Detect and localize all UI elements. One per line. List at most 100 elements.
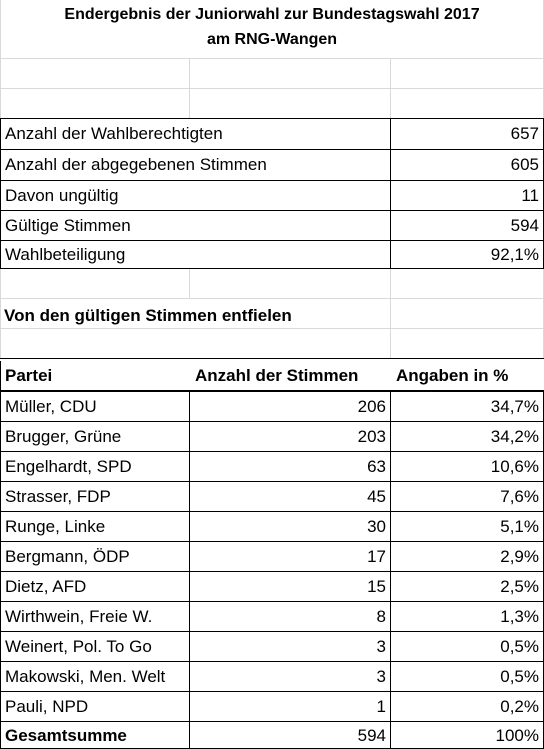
row-border <box>0 481 544 482</box>
summary-row: Wahlbeteiligung 92,1% <box>0 241 544 268</box>
row-border <box>0 571 544 572</box>
votes-cell: 3 <box>189 632 390 662</box>
summary-value: 594 <box>390 211 544 241</box>
table-total-row: Gesamtsumme 594 100% <box>0 722 544 749</box>
percent-cell: 7,6% <box>390 482 544 512</box>
votes-cell: 206 <box>189 392 390 422</box>
summary-value: 92,1% <box>390 241 544 268</box>
grid-line <box>0 58 544 59</box>
party-cell: Dietz, AFD <box>0 572 189 602</box>
votes-cell: 1 <box>189 692 390 722</box>
table-row: Strasser, FDP 45 7,6% <box>0 482 544 512</box>
column-header-votes: Anzahl der Stimmen <box>195 366 359 385</box>
grid-line <box>0 268 1 358</box>
votes-cell: 3 <box>189 662 390 692</box>
summary-label: Davon ungültig <box>0 181 390 211</box>
percent-cell: 0,5% <box>390 662 544 692</box>
votes-cell: 63 <box>189 452 390 482</box>
summary-row: Gültige Stimmen 594 <box>0 211 544 241</box>
section-heading-row: Von den gültigen Stimmen entfielen <box>0 301 544 331</box>
percent-cell: 10,6% <box>390 452 544 482</box>
row-border <box>0 240 544 241</box>
table-row: Engelhardt, SPD 63 10,6% <box>0 452 544 482</box>
summary-label: Anzahl der abgegebenen Stimmen <box>0 150 390 180</box>
table-row: Pauli, NPD 1 0,2% <box>0 692 544 722</box>
row-border <box>0 451 544 452</box>
page-title: Endergebnis der Juniorwahl zur Bundestag… <box>0 0 544 58</box>
party-cell: Strasser, FDP <box>0 482 189 512</box>
column-header-party: Partei <box>0 361 189 391</box>
grid-line <box>0 0 1 118</box>
row-border <box>0 210 544 211</box>
summary-row: Anzahl der abgegebenen Stimmen 605 <box>0 150 544 180</box>
percent-cell: 0,5% <box>390 632 544 662</box>
party-cell: Pauli, NPD <box>0 692 189 722</box>
party-cell: Bergmann, ÖDP <box>0 542 189 572</box>
table-row: Weinert, Pol. To Go 3 0,5% <box>0 632 544 662</box>
title-line-1: Endergebnis der Juniorwahl zur Bundestag… <box>64 6 480 23</box>
table-top-border <box>0 358 544 359</box>
votes-cell: 17 <box>189 542 390 572</box>
table-row: Runge, Linke 30 5,1% <box>0 512 544 542</box>
votes-cell: 15 <box>189 572 390 602</box>
row-border <box>0 631 544 632</box>
party-cell: Engelhardt, SPD <box>0 452 189 482</box>
percent-cell: 2,9% <box>390 542 544 572</box>
percent-cell: 2,5% <box>390 572 544 602</box>
row-border <box>0 541 544 542</box>
party-cell: Weinert, Pol. To Go <box>0 632 189 662</box>
table-row: Wirthwein, Freie W. 8 1,3% <box>0 602 544 632</box>
row-border <box>0 180 544 181</box>
grid-line <box>189 268 190 298</box>
summary-value: 605 <box>390 150 544 180</box>
percent-cell: 34,2% <box>390 422 544 452</box>
party-cell: Müller, CDU <box>0 392 189 422</box>
row-border <box>0 691 544 692</box>
votes-cell: 203 <box>189 422 390 452</box>
column-header-percent: Angaben in % <box>396 366 509 385</box>
row-border <box>0 149 544 150</box>
party-cell: Runge, Linke <box>0 512 189 542</box>
votes-cell: 45 <box>189 482 390 512</box>
table-header-row: Partei Anzahl der Stimmen Angaben in % <box>0 361 544 391</box>
percent-cell: 100% <box>390 722 544 749</box>
summary-value: 657 <box>390 119 544 149</box>
summary-value: 11 <box>390 181 544 211</box>
summary-label: Anzahl der Wahlberechtigten <box>0 119 390 149</box>
title-line-2: am RNG-Wangen <box>206 31 338 48</box>
party-cell: Makowski, Men. Welt <box>0 662 189 692</box>
votes-cell: 594 <box>189 722 390 749</box>
table-row: Brugger, Grüne 203 34,2% <box>0 422 544 452</box>
section-heading: Von den gültigen Stimmen entfielen <box>4 306 292 325</box>
summary-bottom-border <box>0 268 544 269</box>
table-row: Müller, CDU 206 34,7% <box>0 392 544 422</box>
grid-line <box>0 328 544 329</box>
row-border <box>0 721 544 722</box>
table-row: Dietz, AFD 15 2,5% <box>0 572 544 602</box>
percent-cell: 5,1% <box>390 512 544 542</box>
grid-line <box>390 268 391 358</box>
table-row: Bergmann, ÖDP 17 2,9% <box>0 542 544 572</box>
votes-cell: 8 <box>189 602 390 632</box>
percent-cell: 34,7% <box>390 392 544 422</box>
summary-row: Anzahl der Wahlberechtigten 657 <box>0 119 544 149</box>
summary-top-border <box>0 118 544 119</box>
row-border <box>0 601 544 602</box>
percent-cell: 0,2% <box>390 692 544 722</box>
percent-cell: 1,3% <box>390 602 544 632</box>
row-border <box>0 661 544 662</box>
party-cell: Gesamtsumme <box>0 722 189 749</box>
table-row: Makowski, Men. Welt 3 0,5% <box>0 662 544 692</box>
row-border <box>0 511 544 512</box>
summary-row: Davon ungültig 11 <box>0 181 544 211</box>
summary-label: Gültige Stimmen <box>0 211 390 241</box>
table-header-border <box>0 390 544 392</box>
party-cell: Brugger, Grüne <box>0 422 189 452</box>
grid-line <box>0 298 544 299</box>
row-border <box>0 421 544 422</box>
votes-cell: 30 <box>189 512 390 542</box>
party-cell: Wirthwein, Freie W. <box>0 602 189 632</box>
grid-line <box>0 88 544 89</box>
summary-label: Wahlbeteiligung <box>0 241 390 268</box>
